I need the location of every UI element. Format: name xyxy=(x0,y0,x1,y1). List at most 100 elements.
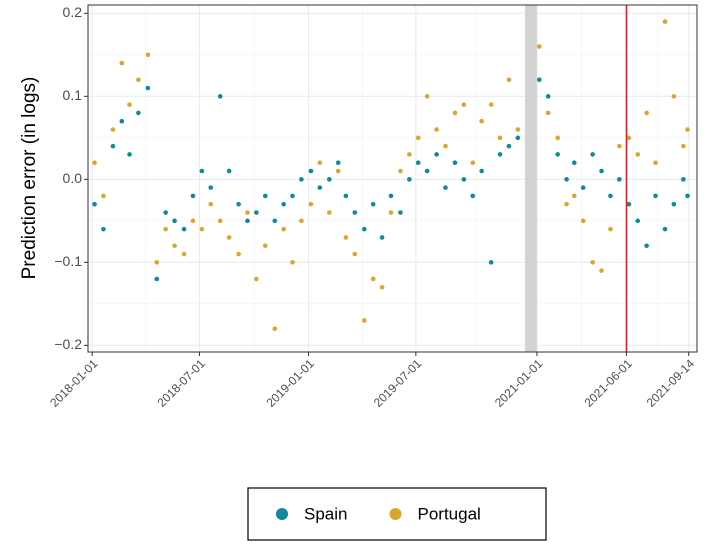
point xyxy=(564,201,569,207)
point xyxy=(626,135,632,141)
point xyxy=(537,44,542,49)
point xyxy=(92,201,97,207)
point xyxy=(136,110,141,116)
point xyxy=(545,94,551,99)
point xyxy=(119,118,125,124)
point xyxy=(317,160,323,166)
point xyxy=(590,152,595,157)
point xyxy=(685,127,690,132)
point xyxy=(388,210,394,215)
point xyxy=(343,235,349,240)
point xyxy=(236,201,241,207)
point xyxy=(208,185,214,190)
point xyxy=(608,226,613,232)
point xyxy=(470,193,476,199)
point xyxy=(272,218,278,224)
point xyxy=(199,168,205,174)
point xyxy=(308,168,314,174)
y-tick-label: 0.0 xyxy=(63,170,83,186)
point xyxy=(653,193,658,199)
x-tick-label: 2021-09-14 xyxy=(644,356,698,410)
point xyxy=(452,160,458,166)
point xyxy=(101,226,106,232)
point xyxy=(434,127,439,132)
point xyxy=(119,60,125,66)
y-tick-label: −0.2 xyxy=(54,336,82,352)
legend-label: Portugal xyxy=(417,504,480,523)
point xyxy=(470,160,476,166)
point xyxy=(352,210,358,215)
point xyxy=(626,201,632,207)
point xyxy=(199,226,205,232)
point xyxy=(370,276,376,282)
point xyxy=(671,201,677,207)
point xyxy=(379,235,385,240)
point xyxy=(506,77,512,83)
point xyxy=(488,102,494,107)
point xyxy=(398,168,403,174)
point xyxy=(452,110,458,116)
point xyxy=(262,193,268,199)
point xyxy=(497,152,503,157)
x-tick-label: 2019-01-01 xyxy=(264,356,318,410)
point xyxy=(407,152,412,157)
point xyxy=(555,152,560,157)
point xyxy=(217,94,223,99)
point xyxy=(415,160,421,166)
point xyxy=(608,193,613,199)
point xyxy=(361,318,367,323)
point xyxy=(236,251,241,257)
point xyxy=(681,177,686,182)
point xyxy=(254,276,259,282)
point xyxy=(662,19,668,24)
point xyxy=(537,77,542,83)
point xyxy=(434,152,439,157)
point xyxy=(226,235,232,240)
point xyxy=(335,168,341,174)
shaded-band xyxy=(524,5,537,352)
x-tick-label: 2018-07-01 xyxy=(155,356,209,410)
point xyxy=(488,260,494,265)
point xyxy=(506,143,512,149)
y-tick-label: −0.1 xyxy=(54,253,82,269)
point xyxy=(662,226,668,232)
point xyxy=(515,127,521,132)
point xyxy=(290,193,295,199)
point xyxy=(272,326,278,332)
point xyxy=(245,218,250,224)
point xyxy=(343,193,349,199)
point xyxy=(461,177,467,182)
point xyxy=(190,218,196,224)
point xyxy=(281,226,286,232)
x-tick-label: 2021-01-01 xyxy=(492,356,546,410)
point xyxy=(617,143,622,149)
point xyxy=(245,210,250,215)
point xyxy=(181,226,187,232)
point xyxy=(145,52,151,58)
point xyxy=(110,127,116,132)
point xyxy=(681,143,686,149)
point xyxy=(154,276,160,282)
point xyxy=(515,135,521,141)
point xyxy=(190,193,196,199)
point xyxy=(685,193,690,199)
legend: Spain Portugal xyxy=(247,487,547,541)
point xyxy=(398,210,403,215)
point xyxy=(635,218,641,224)
point xyxy=(590,260,595,265)
point xyxy=(635,152,641,157)
point xyxy=(299,218,304,224)
point xyxy=(136,77,141,83)
legend-marker xyxy=(276,508,288,520)
point xyxy=(127,152,132,157)
point xyxy=(644,110,649,116)
point xyxy=(580,218,586,224)
point xyxy=(617,177,622,182)
x-tick-label: 2021-06-01 xyxy=(582,356,636,410)
x-tick-label: 2018-01-01 xyxy=(47,356,101,410)
point xyxy=(326,177,332,182)
point xyxy=(254,210,259,215)
plot-border xyxy=(87,4,698,353)
y-axis-title: Prediction error (in logs) xyxy=(19,77,40,280)
point xyxy=(443,185,448,190)
